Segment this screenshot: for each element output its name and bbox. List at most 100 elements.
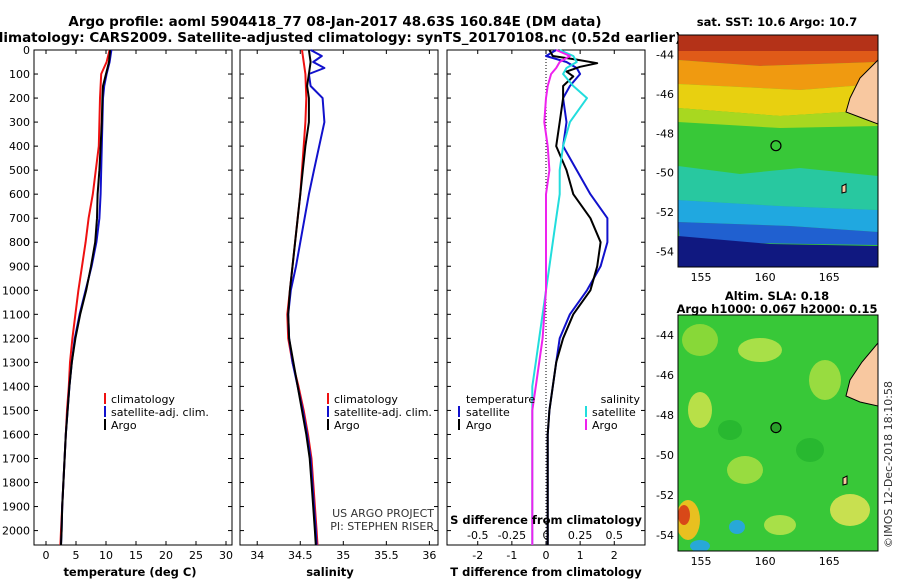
axis-ticks: 0100200300400500600700080090010001100120… bbox=[2, 44, 878, 568]
project-credit: US ARGO PROJECT bbox=[332, 507, 434, 520]
legend-label-climatology: climatology bbox=[111, 393, 175, 406]
sla-blob bbox=[796, 438, 824, 462]
sla-map-frame bbox=[677, 314, 879, 552]
sla-blob bbox=[688, 392, 712, 428]
x-tick-label: 1 bbox=[577, 549, 584, 562]
legend-label-argo: Argo bbox=[111, 419, 137, 432]
x-tick-label: 35 bbox=[336, 549, 350, 562]
legend-label-t-argo: Argo bbox=[466, 419, 492, 432]
x-tick-label: 30 bbox=[219, 549, 233, 562]
map-lat-label: -48 bbox=[656, 127, 674, 140]
x-tick-label: 25 bbox=[189, 549, 203, 562]
sla-map-subtitle: Argo h1000: 0.067 h2000: 0.15 bbox=[676, 302, 877, 316]
x-tick-label: 10 bbox=[99, 549, 113, 562]
sla-blob bbox=[764, 515, 796, 535]
depth-tick-label: 1000 bbox=[2, 284, 30, 297]
sst-band-mid bbox=[678, 84, 878, 116]
x-tick-label: 0 bbox=[43, 549, 50, 562]
sla-blob bbox=[682, 324, 718, 356]
depth-tick-label: 1600 bbox=[2, 428, 30, 441]
legend-label-argo: Argo bbox=[334, 419, 360, 432]
x-tick-label: 0 bbox=[543, 549, 550, 562]
pi-credit: PI: STEPHEN RISER bbox=[330, 520, 434, 533]
depth-tick-label: 1300 bbox=[2, 356, 30, 369]
sla-blob bbox=[727, 456, 763, 484]
imos-credit: ©IMOS 12-Dec-2018 18:10:58 bbox=[882, 381, 895, 548]
legend-label-s-argo: Argo bbox=[592, 419, 618, 432]
depth-tick-label: 300 bbox=[9, 116, 30, 129]
difference-legend: temperature satellite Argo salinity sate… bbox=[458, 393, 641, 432]
depth-tick-label: 1100 bbox=[2, 308, 30, 321]
sst-float-marker bbox=[770, 140, 782, 152]
figure-title-line2: Climatology: CARS2009. Satellite-adjuste… bbox=[0, 30, 681, 46]
s-diff-tick-label: -0.25 bbox=[498, 529, 526, 542]
depth-tick-label: 1400 bbox=[2, 380, 30, 393]
salinity-legend: climatology satellite-adj. clim. Argo bbox=[327, 393, 432, 432]
map-lat-label: -44 bbox=[656, 329, 674, 342]
sst-band-blue bbox=[678, 222, 878, 245]
sst-land-auckland-islands bbox=[841, 183, 847, 194]
series-line-argo bbox=[60, 49, 112, 546]
temperature-xlabel: temperature (deg C) bbox=[63, 565, 196, 579]
legend-label-satellite: satellite-adj. clim. bbox=[334, 406, 432, 419]
depth-tick-label: 1700 bbox=[2, 452, 30, 465]
map-lat-label: -46 bbox=[656, 88, 674, 101]
profile-lines bbox=[59, 49, 609, 546]
sst-band-cyan-green bbox=[678, 166, 878, 210]
sla-blob-hot bbox=[678, 505, 690, 525]
depth-tick-label: 2000 bbox=[2, 525, 30, 538]
depth-tick-label: 1500 bbox=[2, 404, 30, 417]
legend-title-temperature: temperature bbox=[466, 393, 535, 406]
depth-tick-label: 1900 bbox=[2, 501, 30, 514]
sst-map-frame bbox=[677, 34, 879, 268]
sla-blob bbox=[809, 360, 841, 400]
legend-label-climatology: climatology bbox=[334, 393, 398, 406]
sst-band-warm-1 bbox=[678, 35, 878, 51]
depth-tick-label: 600 bbox=[9, 188, 30, 201]
sla-blob-cold bbox=[729, 520, 745, 534]
series-line-satellite-adj-clim- bbox=[287, 49, 326, 546]
sla-float-marker bbox=[770, 422, 782, 434]
map-lat-label: -52 bbox=[656, 489, 674, 502]
salinity-difference-xlabel: S difference from climatology bbox=[450, 513, 642, 527]
map-lon-label: 165 bbox=[819, 555, 840, 568]
map-lat-label: -54 bbox=[656, 245, 674, 258]
series-line-argo bbox=[287, 49, 317, 546]
legend-label-satellite: satellite-adj. clim. bbox=[111, 406, 209, 419]
depth-tick-label: 700 bbox=[9, 212, 30, 225]
depth-tick-label: 200 bbox=[9, 92, 30, 105]
sla-land-auckland-islands bbox=[842, 475, 848, 486]
depth-tick-label: 400 bbox=[9, 140, 30, 153]
sst-map bbox=[678, 35, 878, 267]
x-tick-label: 36 bbox=[422, 549, 436, 562]
map-lon-label: 160 bbox=[755, 555, 776, 568]
temperature-legend: climatology satellite-adj. clim. Argo bbox=[104, 393, 209, 432]
x-tick-label: 34.5 bbox=[288, 549, 313, 562]
sst-land-new-zealand bbox=[845, 59, 878, 125]
sst-band-warm-3 bbox=[678, 60, 878, 90]
map-lat-label: -44 bbox=[656, 49, 674, 62]
sla-land-new-zealand bbox=[845, 342, 878, 407]
sst-band-yellowgreen bbox=[678, 108, 878, 128]
map-lat-label: -54 bbox=[656, 529, 674, 542]
map-lon-label: 165 bbox=[819, 271, 840, 284]
s-diff-tick-label: 0 bbox=[543, 529, 550, 542]
series-line-temperature-argo bbox=[546, 49, 602, 545]
map-lon-label: 155 bbox=[691, 555, 712, 568]
depth-tick-label: 500 bbox=[9, 164, 30, 177]
x-tick-label: -2 bbox=[472, 549, 483, 562]
sla-blob bbox=[738, 338, 782, 362]
s-diff-tick-label: 0.5 bbox=[606, 529, 624, 542]
x-tick-label: -1 bbox=[506, 549, 517, 562]
map-lat-label: -52 bbox=[656, 206, 674, 219]
map-lon-label: 155 bbox=[691, 271, 712, 284]
legend-title-salinity: salinity bbox=[601, 393, 641, 406]
sst-map-title: sat. SST: 10.6 Argo: 10.7 bbox=[697, 15, 857, 29]
figure-title-line1: Argo profile: aoml 5904418_77 08-Jan-201… bbox=[68, 14, 601, 30]
sla-map bbox=[678, 315, 878, 551]
map-lat-label: -46 bbox=[656, 369, 674, 382]
sla-blob bbox=[830, 494, 870, 526]
sst-band-cold bbox=[678, 236, 878, 267]
map-lat-label: -48 bbox=[656, 409, 674, 422]
